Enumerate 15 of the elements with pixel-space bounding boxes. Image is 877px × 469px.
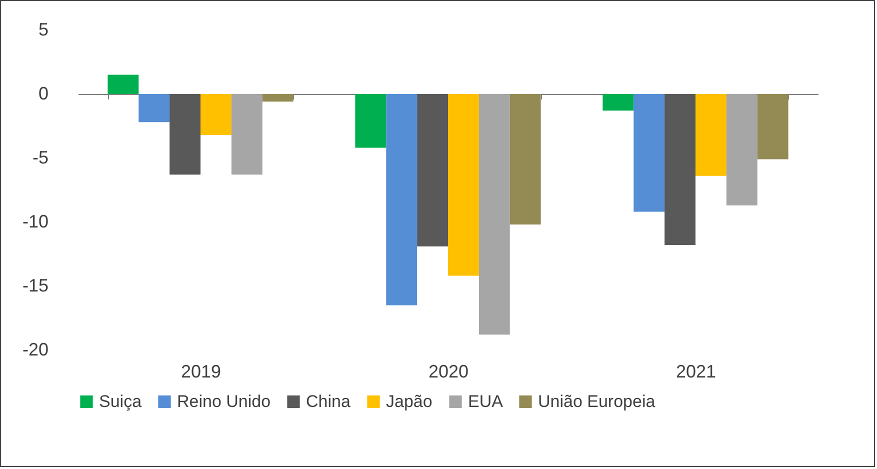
y-tick-label: 0 — [38, 84, 48, 104]
legend-label: União Europeia — [538, 392, 656, 411]
y-tick-label: -20 — [22, 340, 48, 360]
legend-label: China — [306, 392, 351, 411]
x-tick-label: 2020 — [428, 362, 469, 382]
legend-label: Reino Unido — [177, 392, 271, 411]
y-tick-label: -10 — [22, 212, 48, 232]
y-tick-label: 5 — [38, 20, 48, 40]
legend-label: Japão — [386, 392, 432, 411]
legend-label: Suiça — [99, 392, 142, 411]
x-tick-label: 2019 — [180, 362, 222, 382]
legend-label: EUA — [468, 392, 504, 411]
y-tick-label: -5 — [32, 148, 48, 168]
y-tick-label: -15 — [22, 276, 48, 296]
x-tick-label: 2021 — [676, 362, 716, 382]
